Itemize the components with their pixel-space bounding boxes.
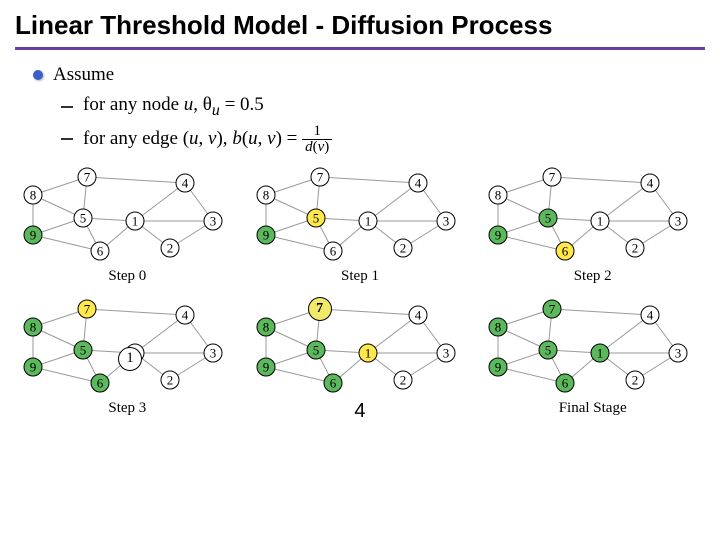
svg-text:5: 5 bbox=[312, 210, 319, 225]
svg-text:7: 7 bbox=[84, 169, 91, 184]
svg-text:3: 3 bbox=[210, 213, 217, 228]
bullet-edge-weight: for any edge (u, v), b(u, v) = 1d(v) bbox=[61, 124, 705, 155]
svg-text:7: 7 bbox=[316, 169, 323, 184]
panel-step1: 1 2 3 4 5 6 7 8 9 Step 1 bbox=[248, 163, 473, 291]
svg-text:9: 9 bbox=[495, 227, 502, 242]
bullet-node-threshold: for any node u, θu = 0.5 bbox=[61, 94, 705, 120]
svg-text:1: 1 bbox=[597, 345, 604, 360]
svg-text:6: 6 bbox=[97, 243, 104, 258]
svg-text:4: 4 bbox=[647, 307, 654, 322]
dash-icon bbox=[61, 106, 73, 108]
panel-step4: 12345678947 bbox=[248, 295, 473, 423]
title-underline bbox=[15, 47, 705, 50]
page-title: Linear Threshold Model - Diffusion Proce… bbox=[15, 10, 705, 41]
svg-text:1: 1 bbox=[132, 213, 139, 228]
svg-text:6: 6 bbox=[329, 243, 336, 258]
svg-text:2: 2 bbox=[167, 240, 174, 255]
svg-text:4: 4 bbox=[414, 175, 421, 190]
step-label: Final Stage bbox=[480, 400, 705, 417]
panel-step0: 1 2 3 4 5 6 7 8 9 Step 0 bbox=[15, 163, 240, 291]
diffusion-grid: 1 2 3 4 5 6 7 8 9 Step 0 1 2 3 4 5 6 7 8 9 Step 1 1 2 3 4 5 6 7 8… bbox=[15, 163, 705, 423]
svg-text:2: 2 bbox=[399, 372, 406, 387]
svg-text:7: 7 bbox=[549, 169, 556, 184]
svg-text:3: 3 bbox=[675, 345, 682, 360]
svg-text:5: 5 bbox=[80, 342, 87, 357]
svg-text:7: 7 bbox=[84, 301, 91, 316]
svg-text:8: 8 bbox=[495, 187, 502, 202]
svg-text:2: 2 bbox=[167, 372, 174, 387]
bullet-edge-text: for any edge (u, v), b(u, v) = 1d(v) bbox=[83, 124, 332, 155]
svg-text:9: 9 bbox=[262, 359, 269, 374]
step-label: 4 bbox=[248, 400, 473, 423]
panel-step2: 1 2 3 4 5 6 7 8 9 Step 2 bbox=[480, 163, 705, 291]
svg-text:8: 8 bbox=[30, 187, 37, 202]
overlay-node-1: 1 bbox=[118, 347, 142, 371]
bullet-dot-icon bbox=[33, 70, 43, 80]
svg-text:8: 8 bbox=[30, 319, 37, 334]
dash-icon bbox=[61, 138, 73, 140]
svg-text:3: 3 bbox=[210, 345, 217, 360]
svg-text:1: 1 bbox=[597, 213, 604, 228]
bullet-assume-text: Assume bbox=[53, 64, 114, 86]
step-label: Step 2 bbox=[480, 268, 705, 285]
svg-text:4: 4 bbox=[647, 175, 654, 190]
bullet-assume: Assume bbox=[33, 64, 705, 86]
svg-text:9: 9 bbox=[495, 359, 502, 374]
svg-text:3: 3 bbox=[675, 213, 682, 228]
overlay-node-7: 7 bbox=[308, 297, 332, 321]
svg-text:9: 9 bbox=[262, 227, 269, 242]
svg-text:5: 5 bbox=[545, 342, 552, 357]
panel-step3: 123456789Step 31 bbox=[15, 295, 240, 423]
svg-text:7: 7 bbox=[549, 301, 556, 316]
svg-text:3: 3 bbox=[442, 345, 449, 360]
svg-text:1: 1 bbox=[364, 345, 371, 360]
svg-text:4: 4 bbox=[182, 307, 189, 322]
svg-text:8: 8 bbox=[262, 319, 269, 334]
step-label: Step 0 bbox=[15, 268, 240, 285]
step-label: Step 1 bbox=[248, 268, 473, 285]
svg-text:2: 2 bbox=[632, 372, 639, 387]
step-label: Step 3 bbox=[15, 400, 240, 417]
svg-text:6: 6 bbox=[562, 375, 569, 390]
svg-text:8: 8 bbox=[495, 319, 502, 334]
bullet-node-text: for any node u, θu = 0.5 bbox=[83, 94, 264, 120]
panel-final: 1 2 3 4 5 6 7 8 9 Final Stage bbox=[480, 295, 705, 423]
svg-text:3: 3 bbox=[442, 213, 449, 228]
svg-text:8: 8 bbox=[262, 187, 269, 202]
svg-text:2: 2 bbox=[399, 240, 406, 255]
svg-text:4: 4 bbox=[414, 307, 421, 322]
svg-text:9: 9 bbox=[30, 359, 37, 374]
svg-text:4: 4 bbox=[182, 175, 189, 190]
svg-text:6: 6 bbox=[562, 243, 569, 258]
svg-text:6: 6 bbox=[97, 375, 104, 390]
svg-text:5: 5 bbox=[80, 210, 87, 225]
svg-text:5: 5 bbox=[545, 210, 552, 225]
svg-text:2: 2 bbox=[632, 240, 639, 255]
assumptions-block: Assume for any node u, θu = 0.5 for any … bbox=[33, 64, 705, 155]
svg-text:1: 1 bbox=[364, 213, 371, 228]
svg-text:5: 5 bbox=[312, 342, 319, 357]
svg-text:6: 6 bbox=[329, 375, 336, 390]
svg-text:9: 9 bbox=[30, 227, 37, 242]
